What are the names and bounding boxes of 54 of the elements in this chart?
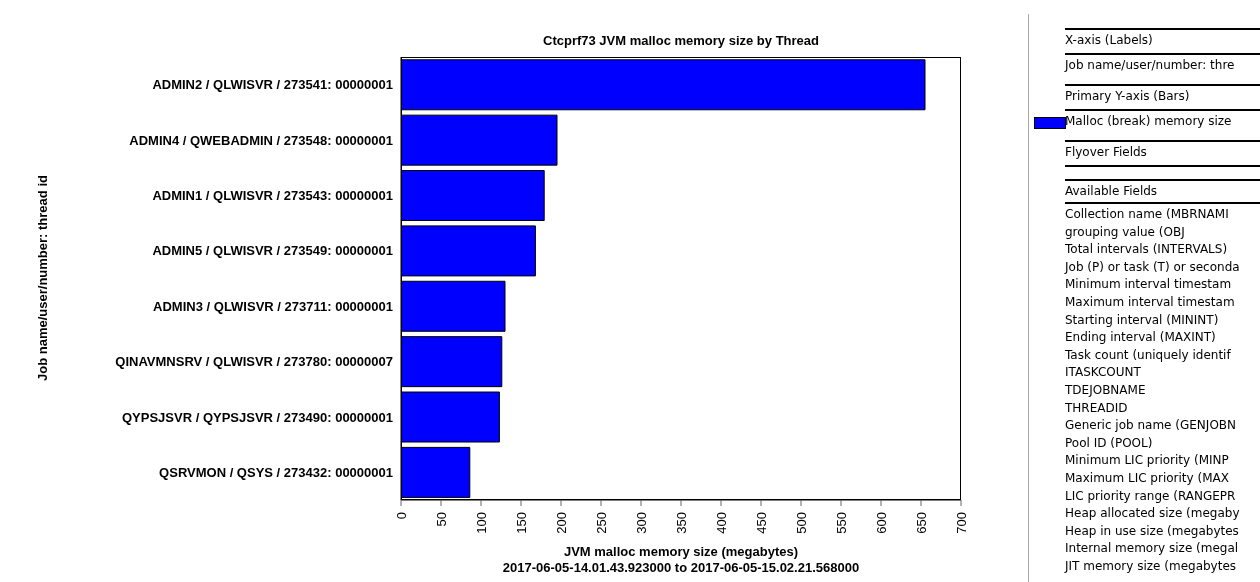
x-tick-label: 350 bbox=[673, 512, 689, 534]
x-tick-label: 200 bbox=[553, 512, 569, 534]
text: JIT memory size (megabytes bbox=[1065, 557, 1238, 575]
x-tick-label: 300 bbox=[633, 512, 649, 534]
text: Task count (uniquely identif bbox=[1065, 346, 1232, 364]
text: Maximum LIC priority (MAX bbox=[1065, 469, 1230, 487]
text: Minimum interval timestam bbox=[1065, 276, 1233, 294]
text: Job name/user/number: thre bbox=[1065, 53, 1260, 76]
y-tick-label: QINAVMNSRV / QLWISVR / 273780: 00000007 bbox=[115, 354, 393, 370]
text: TDEJOBNAME bbox=[1065, 381, 1147, 399]
text: Minimum LIC priority (MINP bbox=[1065, 452, 1230, 470]
text: Primary Y-axis (Bars) bbox=[1065, 84, 1260, 107]
y-tick-label: ADMIN2 / QLWISVR / 273541: 00000001 bbox=[152, 77, 393, 93]
y-axis-title: Job name/user/number: thread id bbox=[34, 175, 50, 381]
text: X-axis (Labels) bbox=[1065, 28, 1260, 51]
x-tick-label: 0 bbox=[393, 512, 409, 520]
text: ITASKCOUNT bbox=[1065, 364, 1142, 382]
x-tick-label: 450 bbox=[753, 512, 769, 534]
y-tick-label: ADMIN3 / QLWISVR / 273711: 00000001 bbox=[153, 298, 393, 314]
text: Ending interval (MAXINT) bbox=[1065, 329, 1217, 347]
x-tick-label: 600 bbox=[873, 512, 889, 534]
x-axis-title: JVM malloc memory size (megabytes) bbox=[562, 544, 800, 560]
text: Generic job name (GENJOBN bbox=[1065, 417, 1238, 435]
y-tick-label: ADMIN4 / QWEBADMIN / 273548: 00000001 bbox=[129, 132, 393, 148]
text: grouping value (OBJ bbox=[1065, 223, 1186, 241]
text: Job (P) or task (T) or seconda bbox=[1065, 258, 1241, 276]
x-tick-label: 100 bbox=[473, 512, 489, 534]
text: LIC priority range (RANGEPR bbox=[1065, 487, 1237, 505]
y-tick-label: ADMIN5 / QLWISVR / 273549: 00000001 bbox=[152, 243, 393, 259]
text: Internal memory size (megal bbox=[1065, 540, 1240, 558]
text: Heap in use size (megabytes bbox=[1065, 522, 1240, 540]
x-tick-label: 250 bbox=[593, 512, 609, 534]
x-tick-label: 400 bbox=[713, 512, 729, 534]
text: Malloc (break) memory size bbox=[1065, 109, 1260, 132]
text: Pool ID (POOL) bbox=[1065, 434, 1154, 452]
x-tick-label: 550 bbox=[833, 512, 849, 534]
text: Collection name (MBRNAMI bbox=[1065, 206, 1230, 223]
x-tick-label: 150 bbox=[513, 512, 529, 534]
x-tick-label: 50 bbox=[433, 512, 449, 527]
text: THREADID bbox=[1065, 399, 1129, 417]
text: Total intervals (INTERVALS) bbox=[1065, 241, 1229, 259]
text: Heap allocated size (megaby bbox=[1065, 505, 1241, 523]
x-tick-label: 700 bbox=[953, 512, 969, 534]
chart-title: Ctcprf73 JVM malloc memory size by Thread bbox=[542, 33, 820, 48]
text: Available Fields bbox=[1065, 179, 1260, 204]
y-tick-label: ADMIN1 / QLWISVR / 273543: 00000001 bbox=[152, 188, 393, 204]
text: Flyover Fields bbox=[1065, 140, 1260, 163]
y-tick-label: QSRVMON / QSYS / 273432: 00000001 bbox=[159, 464, 393, 480]
text: 2017-06-05-14.01.43.923000 to 2017-06-05-15.02.21.568000 bbox=[501, 560, 861, 576]
text: Maximum interval timestam bbox=[1065, 293, 1236, 311]
text: Starting interval (MININT) bbox=[1065, 311, 1220, 329]
y-tick-label: QYPSJSVR / QYPSJSVR / 273490: 00000001 bbox=[121, 409, 393, 425]
x-tick-label: 650 bbox=[913, 512, 929, 534]
x-tick-label: 500 bbox=[793, 512, 809, 534]
